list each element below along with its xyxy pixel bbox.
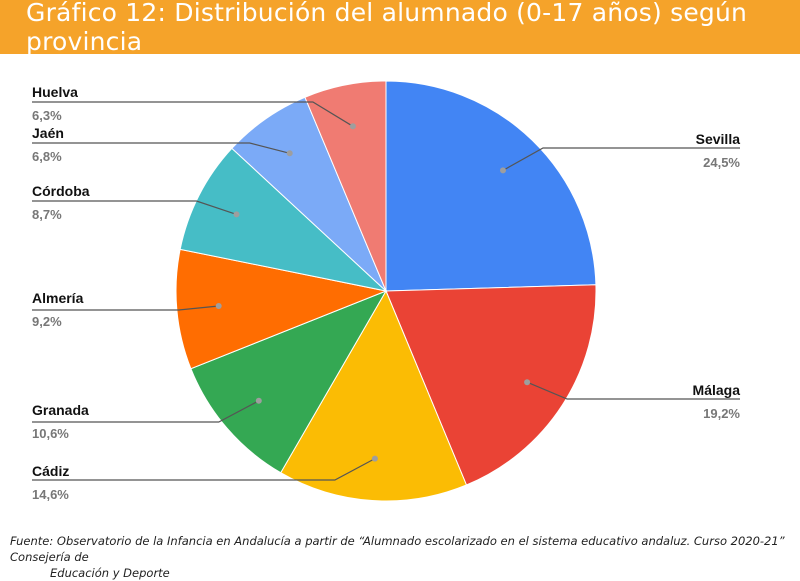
leader-dot-sevilla <box>500 167 506 174</box>
slice-label-almeria: Almería <box>32 290 84 306</box>
leader-dot-malaga <box>524 379 531 386</box>
title-bar: Gráfico 12: Distribución del alumnado (0… <box>0 0 800 56</box>
source-line-1: Fuente: Observatorio de la Infancia en A… <box>10 534 785 564</box>
slice-value-sevilla: 24,5% <box>703 155 740 170</box>
pie-slice-huelva <box>304 80 387 292</box>
slice-value-cordoba: 8,7% <box>32 207 62 222</box>
leader-line-cordoba <box>32 200 237 215</box>
leader-dot-almeria <box>215 303 222 309</box>
leader-dot-jaen <box>286 150 293 157</box>
pie-chart: Sevilla 24,5% Málaga 19,2% Cádiz 14,6% Granada… <box>32 80 740 502</box>
leader-dot-huelva <box>349 123 356 130</box>
slice-label-malaga: Málaga <box>693 382 741 398</box>
slice-label-sevilla: Sevilla <box>696 131 741 147</box>
leader-dot-cordoba <box>233 211 240 218</box>
pie-slices <box>175 80 597 502</box>
leader-line-cadiz <box>32 458 376 481</box>
slice-value-cadiz: 14,6% <box>32 487 69 502</box>
source-note: Fuente: Observatorio de la Infancia en A… <box>10 533 795 581</box>
leader-line-huelva <box>32 101 354 127</box>
slice-label-cadiz: Cádiz <box>32 463 69 479</box>
leader-line-almeria <box>32 305 219 311</box>
leader-line-sevilla <box>502 147 740 171</box>
leader-dot-cadiz <box>371 455 378 462</box>
source-line-2: Educación y Deporte <box>50 566 170 580</box>
pie-slice-malaga <box>385 284 597 486</box>
leader-dot-granada <box>255 397 262 404</box>
slice-value-jaen: 6,8% <box>32 149 62 164</box>
slice-label-granada: Granada <box>32 402 89 418</box>
leader-line-jaen <box>32 142 290 154</box>
pie-slice-sevilla <box>385 80 597 292</box>
slice-value-malaga: 19,2% <box>703 406 740 421</box>
slice-label-cordoba: Córdoba <box>32 183 90 199</box>
leader-lines <box>32 101 740 481</box>
pie-slice-cordoba <box>179 147 388 292</box>
chart-title: Gráfico 12: Distribución del alumnado (0… <box>26 0 748 56</box>
slice-label-huelva: Huelva <box>32 84 78 100</box>
slice-labels: Sevilla 24,5% Málaga 19,2% Cádiz 14,6% Granada… <box>32 84 740 502</box>
pie-slice-granada <box>190 290 388 474</box>
leader-line-granada <box>32 400 260 423</box>
slice-value-almeria: 9,2% <box>32 314 62 329</box>
slice-value-granada: 10,6% <box>32 426 69 441</box>
leader-line-malaga <box>526 381 740 400</box>
slice-value-huelva: 6,3% <box>32 108 62 123</box>
slice-label-jaen: Jaén <box>32 125 64 141</box>
